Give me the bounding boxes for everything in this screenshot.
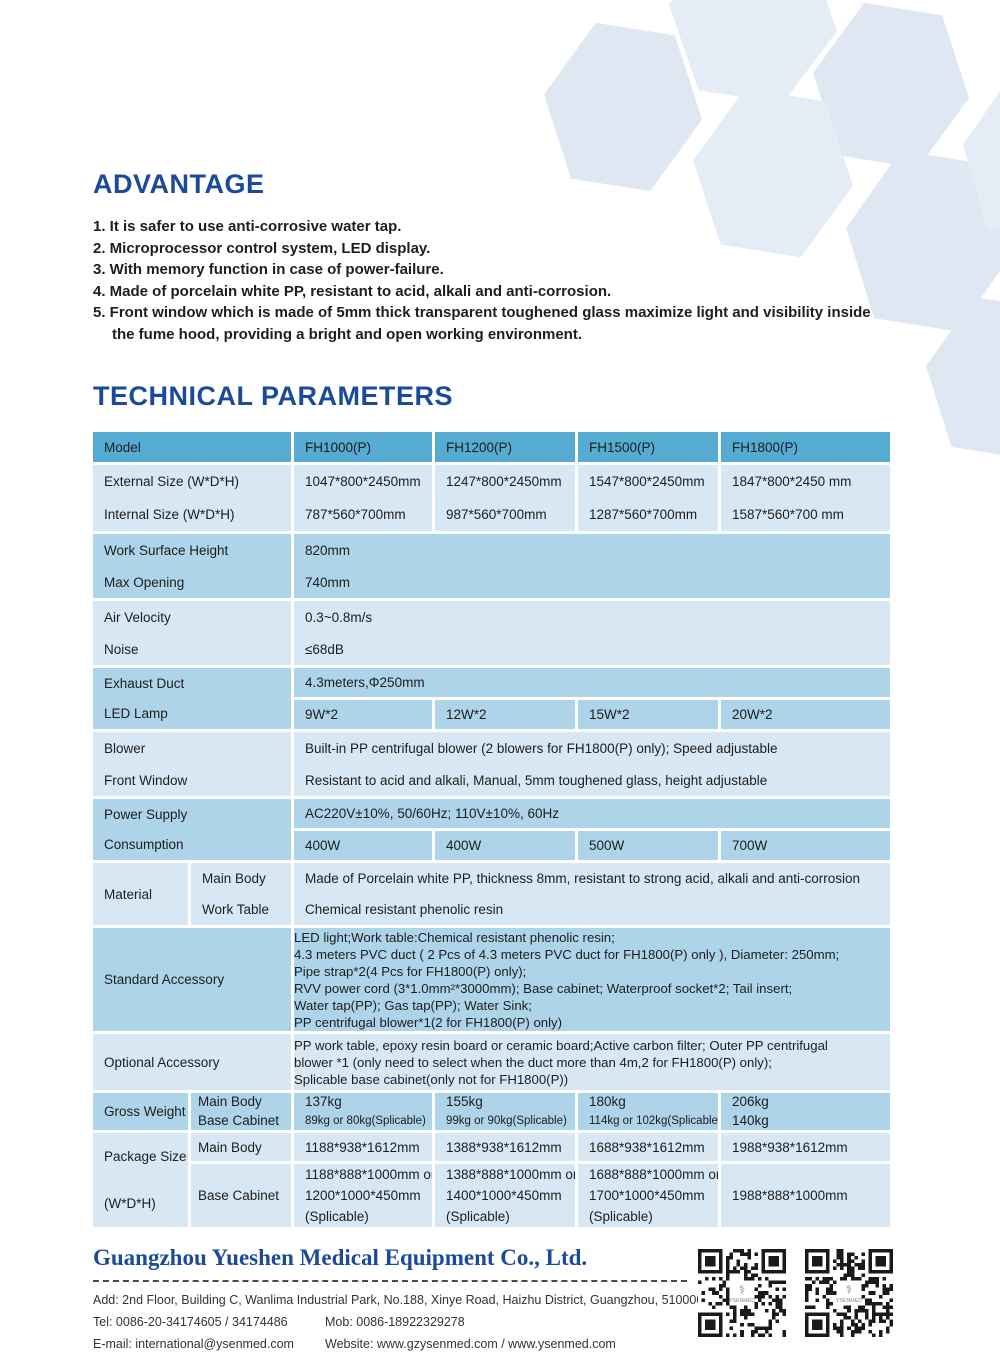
website-line: Website: www.gzysenmed.com / www.ysenmed… [325, 1337, 616, 1351]
air-labels-cell: Air Velocity Noise [93, 601, 291, 665]
model-column-header: FH1200(P) [435, 432, 575, 462]
package-size-label-cell: Package Size (W*D*H) [93, 1133, 188, 1227]
dashed-divider [93, 1280, 687, 1282]
company-name: Guangzhou Yueshen Medical Equipment Co.,… [93, 1245, 588, 1270]
material-label-cell: Material [93, 863, 188, 925]
power-supply-value-cell: AC220V±10%, 50/60Hz; 110V±10%, 60Hz [294, 799, 890, 828]
gross-weight-value-cell: 155kg 99kg or 90kg(Splicable) [435, 1093, 575, 1130]
consumption-value-cell: 400W [435, 831, 575, 860]
advantage-item: 4. Made of porcelain white PP, resistant… [93, 282, 612, 300]
blower-values-cell: Built-in PP centrifugal blower (2 blower… [294, 732, 890, 796]
work-surface-labels-cell: Work Surface Height Max Opening [93, 534, 291, 598]
optional-accessory-label-cell: Optional Accessory [93, 1034, 291, 1090]
size-labels-cell: External Size (W*D*H) Internal Size (W*D… [93, 465, 291, 531]
size-value-cell: 1547*800*2450mm 1287*560*700mm [578, 465, 718, 531]
svg-text:⚕: ⚕ [739, 1282, 745, 1296]
model-column-header: FH1000(P) [294, 432, 432, 462]
model-column-header: FH1800(P) [721, 432, 890, 462]
tel-line: Tel: 0086-20-34174605 / 34174486 [93, 1315, 288, 1329]
package-main-value-cell: 1388*938*1612mm [435, 1133, 575, 1161]
consumption-value-cell: 500W [578, 831, 718, 860]
gross-weight-value-cell: 137kg 89kg or 80kg(Splicable) [294, 1093, 432, 1130]
exhaust-labels-cell: Exhaust Duct LED Lamp [93, 668, 291, 729]
qr-code-2: ⚕ YSENMED [805, 1249, 893, 1337]
qr-code-1: ⚕ YSENMED [698, 1249, 786, 1337]
package-main-value-cell: 1688*938*1612mm [578, 1133, 718, 1161]
model-column-header: FH1500(P) [578, 432, 718, 462]
advantage-list: 1. It is safer to use anti-corrosive wat… [93, 216, 890, 345]
advantage-title: ADVANTAGE [93, 169, 265, 199]
gross-weight-value-cell: 180kg 114kg or 102kg(Splicable) [578, 1093, 718, 1130]
model-header-label: Model [104, 439, 141, 455]
standard-accessory-values-cell: LED light;Work table:Chemical resistant … [294, 928, 890, 1031]
technical-parameters-table: Model FH1000(P) FH1200(P) FH1500(P) FH18… [93, 432, 890, 1227]
gross-weight-sub-labels-cell: Main Body Base Cabinet [191, 1093, 291, 1130]
material-values-cell: Made of Porcelain white PP, thickness 8m… [294, 863, 890, 925]
led-lamp-value-cell: 9W*2 [294, 700, 432, 729]
email-line: E-mail: international@ysenmed.com [93, 1337, 294, 1351]
material-sub-labels-cell: Main Body Work Table [191, 863, 291, 925]
footer: Guangzhou Yueshen Medical Equipment Co.,… [93, 1245, 893, 1355]
consumption-value-cell: 400W [294, 831, 432, 860]
package-main-body-sub-label: Main Body [191, 1133, 291, 1161]
page-content: ADVANTAGE 1. It is safer to use anti-cor… [93, 169, 893, 1355]
led-lamp-value-cell: 20W*2 [721, 700, 890, 729]
size-value-cell: 1047*800*2450mm 787*560*700mm [294, 465, 432, 531]
consumption-value-cell: 700W [721, 831, 890, 860]
exhaust-duct-value-cell: 4.3meters,Φ250mm [294, 668, 890, 697]
work-surface-values-cell: 820mm 740mm [294, 534, 890, 598]
standard-accessory-label-cell: Standard Accessory [93, 928, 291, 1031]
technical-parameters-title: TECHNICAL PARAMETERS [93, 381, 454, 411]
svg-text:YSENMED: YSENMED [729, 1298, 755, 1304]
gross-weight-value-cell: 206kg 140kg [721, 1093, 890, 1130]
package-cabinet-value-cell: 1988*888*1000mm [721, 1164, 890, 1227]
advantage-item: 5. Front window which is made of 5mm thi… [93, 304, 871, 343]
contact-info: Add: 2nd Floor, Building C, Wanlima Indu… [93, 1289, 890, 1355]
package-cabinet-value-cell: 1188*888*1000mm or 1200*1000*450mm (Spli… [294, 1164, 432, 1227]
advantage-item: 2. Microprocessor control system, LED di… [93, 239, 431, 257]
blower-labels-cell: Blower Front Window [93, 732, 291, 796]
address-line: Add: 2nd Floor, Building C, Wanlima Indu… [93, 1293, 737, 1307]
size-value-cell: 1247*800*2450mm 987*560*700mm [435, 465, 575, 531]
package-main-value-cell: 1988*938*1612mm [721, 1133, 890, 1161]
gross-weight-label-cell: Gross Weight [93, 1093, 188, 1130]
optional-accessory-values-cell: PP work table, epoxy resin board or cera… [294, 1034, 890, 1090]
package-cabinet-value-cell: 1688*888*1000mm or 1700*1000*450mm (Spli… [578, 1164, 718, 1227]
svg-text:YSENMED: YSENMED [836, 1298, 862, 1304]
air-values-cell: 0.3~0.8m/s ≤68dB [294, 601, 890, 665]
package-base-cabinet-sub-label: Base Cabinet [191, 1164, 291, 1227]
led-lamp-value-cell: 12W*2 [435, 700, 575, 729]
package-main-value-cell: 1188*938*1612mm [294, 1133, 432, 1161]
svg-text:⚕: ⚕ [846, 1282, 852, 1296]
power-labels-cell: Power Supply Consumption [93, 799, 291, 860]
advantage-item: 3. With memory function in case of power… [93, 261, 444, 278]
model-header-cell: Model [93, 432, 291, 462]
mob-line: Mob: 0086-18922329278 [325, 1315, 465, 1329]
advantage-item: 1. It is safer to use anti-corrosive wat… [93, 218, 402, 235]
size-value-cell: 1847*800*2450 mm 1587*560*700 mm [721, 465, 890, 531]
led-lamp-value-cell: 15W*2 [578, 700, 718, 729]
package-cabinet-value-cell: 1388*888*1000mm or 1400*1000*450mm (Spli… [435, 1164, 575, 1227]
